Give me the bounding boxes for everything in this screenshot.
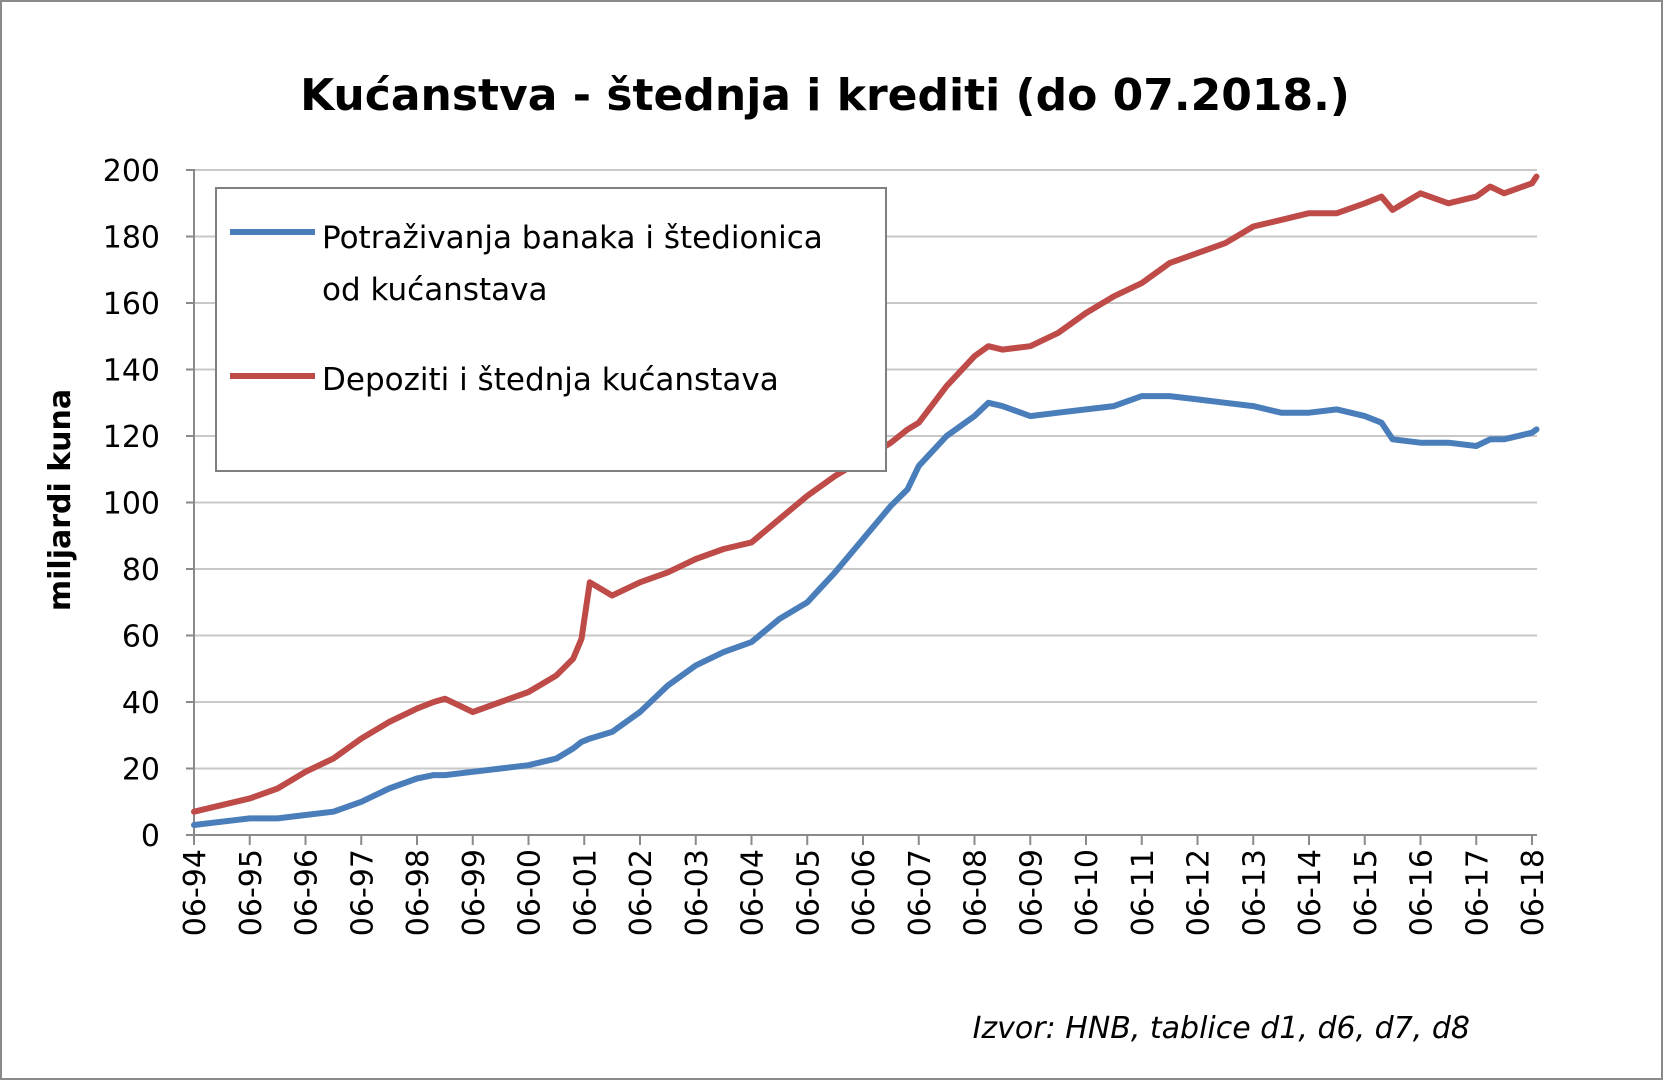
legend-label-loans-line2: od kućanstava <box>322 272 547 308</box>
x-tick-label: 06-09 <box>1014 849 1049 936</box>
x-tick-label: 06-02 <box>624 849 659 936</box>
legend-label-deposits: Depoziti i štednja kućanstava <box>322 362 779 398</box>
series-line-0 <box>191 393 1540 828</box>
x-tick-label: 06-01 <box>568 849 603 936</box>
axes <box>186 169 1537 845</box>
x-tick-label: 06-10 <box>1070 849 1105 936</box>
x-tick-label: 06-95 <box>234 849 269 936</box>
x-tick-label: 06-99 <box>457 849 492 936</box>
x-tick-label: 06-98 <box>401 849 436 936</box>
legend: Potraživanja banaka i štedionica od kuća… <box>215 187 887 472</box>
y-tick-label: 180 <box>103 221 160 256</box>
x-tick-label: 06-96 <box>290 849 325 936</box>
x-tick-label: 06-06 <box>847 849 882 936</box>
series-line-1 <box>191 173 1540 815</box>
y-tick-label: 100 <box>103 487 160 522</box>
x-tick-labels: 06-94 06-95 06-96 06-97 06-98 06-99 06-00 06-01… <box>178 849 1551 936</box>
y-tick-labels: 0 20 40 60 80 100 120 140 160 180 200 <box>103 154 160 854</box>
y-axis-label: miljardi kuna <box>43 389 78 611</box>
y-tick-label: 200 <box>103 154 160 189</box>
y-tick-label: 80 <box>122 553 160 588</box>
y-tick-label: 140 <box>103 354 160 389</box>
x-tick-label: 06-97 <box>345 849 380 936</box>
x-tick-label: 06-12 <box>1182 849 1217 936</box>
x-tick-label: 06-03 <box>680 849 715 936</box>
x-tick-label: 06-11 <box>1126 849 1161 936</box>
y-tick-label: 160 <box>103 287 160 322</box>
series-lines <box>191 173 1540 828</box>
y-tick-label: 0 <box>141 819 160 854</box>
y-tick-label: 20 <box>122 753 160 788</box>
x-tick-label: 06-08 <box>959 849 994 936</box>
x-tick-label: 06-07 <box>903 849 938 936</box>
x-tick-label: 06-13 <box>1237 849 1272 936</box>
y-tick-label: 120 <box>103 420 160 455</box>
x-tick-label: 06-00 <box>513 849 548 936</box>
x-tick-label: 06-15 <box>1349 849 1384 936</box>
x-tick-label: 06-17 <box>1460 849 1495 936</box>
x-tick-label: 06-94 <box>178 849 213 936</box>
legend-label-loans-line1: Potraživanja banaka i štedionica <box>322 220 823 256</box>
x-tick-label: 06-04 <box>736 849 771 936</box>
x-tick-label: 06-16 <box>1405 849 1440 936</box>
x-tick-label: 06-18 <box>1516 849 1551 936</box>
source-note: Izvor: HNB, tablice d1, d6, d7, d8 <box>973 1011 1470 1046</box>
y-tick-label: 40 <box>122 686 160 721</box>
y-tick-label: 60 <box>122 620 160 655</box>
chart-title: Kućanstva - štednja i krediti (do 07.201… <box>300 70 1350 121</box>
legend-box <box>215 187 887 472</box>
x-tick-label: 06-05 <box>791 849 826 936</box>
x-tick-label: 06-14 <box>1293 849 1328 936</box>
